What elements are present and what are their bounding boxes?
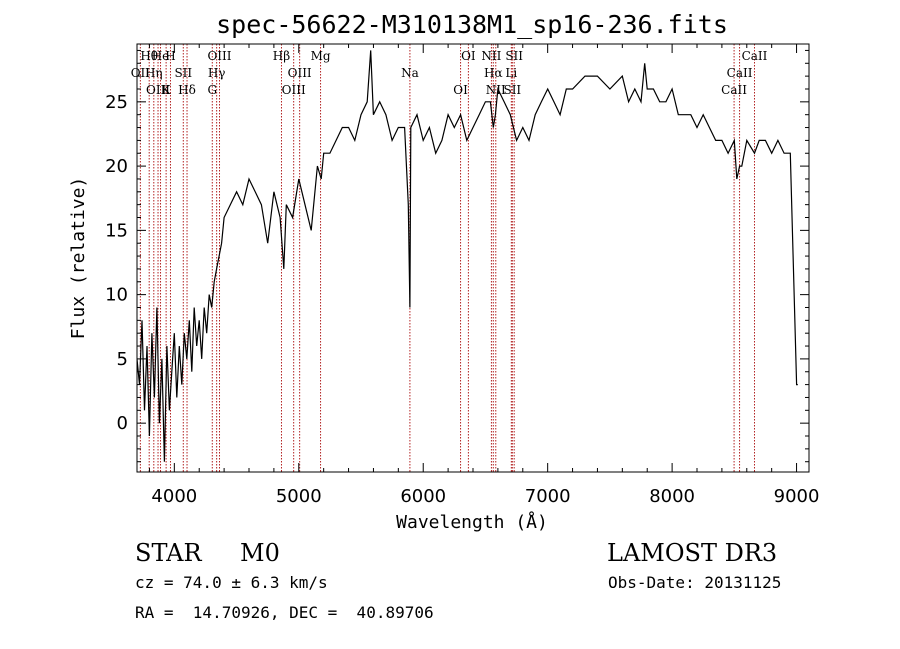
line-marker-label: CaII <box>721 83 747 97</box>
line-marker-label: SII <box>174 66 192 80</box>
line-marker-label: CaII <box>727 66 753 80</box>
y-tick-label: 15 <box>105 220 128 241</box>
line-marker-label: Mg <box>311 49 331 63</box>
y-tick-label: 5 <box>117 349 128 370</box>
line-marker-label: OIII <box>288 66 312 80</box>
y-axis-title: Flux (relative) <box>68 177 89 340</box>
line-marker-labels: Hθ OII OIII He Hη K H SII Hδ OIII Hγ G Hβ OIII OIII Mg N… <box>131 49 768 97</box>
line-marker-label: Hθ <box>140 49 158 63</box>
line-marker-label: Hβ <box>273 49 290 63</box>
line-marker-label: NII <box>486 83 506 97</box>
x-tick-label: 6000 <box>400 486 446 507</box>
x-tick-label: 7000 <box>525 486 571 507</box>
x-tick-label: 9000 <box>774 486 820 507</box>
line-marker-label: OIII <box>207 49 231 63</box>
y-tick-label: 10 <box>105 285 128 306</box>
line-marker-label: OIII <box>282 83 306 97</box>
y-tick-label: 25 <box>105 92 128 113</box>
line-marker-label: OI <box>453 83 468 97</box>
y-axis-ticks: 0 5 10 15 20 25 <box>105 49 809 463</box>
line-marker-label: NII <box>481 49 501 63</box>
line-marker-label: Na <box>401 66 419 80</box>
line-marker-label: K <box>162 83 172 97</box>
line-marker-label: Li <box>505 66 517 80</box>
line-marker-label: SII <box>503 83 521 97</box>
x-tick-label: 5000 <box>276 486 322 507</box>
y-tick-label: 20 <box>105 156 128 177</box>
line-marker-label: OII <box>131 66 151 80</box>
line-marker-label: H <box>165 49 175 63</box>
line-marker-label: OI <box>461 49 476 63</box>
line-marker-label: Hα <box>484 66 503 80</box>
line-marker-label: CaII <box>742 49 768 63</box>
line-marker-label: SII <box>505 49 523 63</box>
plot-frame <box>136 43 810 473</box>
line-marker-label: Hγ <box>208 66 226 80</box>
survey-name: LAMOST DR3 <box>607 539 778 567</box>
y-tick-label: 0 <box>117 413 128 434</box>
line-marker-label: Hη <box>145 66 163 80</box>
spectrum-series-line <box>137 50 798 462</box>
line-marker-label: Hδ <box>178 83 196 97</box>
object-subclass: M0 <box>240 539 280 567</box>
x-tick-label: 8000 <box>649 486 695 507</box>
x-axis-title: Wavelength (Å) <box>396 511 548 533</box>
object-type: STAR <box>135 539 202 567</box>
line-markers <box>139 44 755 472</box>
redshift-velocity: cz = 74.0 ± 6.3 km/s <box>135 573 328 592</box>
x-tick-label: 4000 <box>151 486 197 507</box>
coordinates: RA = 14.70926, DEC = 40.89706 <box>135 603 434 622</box>
x-axis-ticks: 4000 5000 6000 7000 8000 9000 <box>148 44 820 507</box>
chart-title: spec-56622-M310138M1_sp16-236.fits <box>216 10 728 39</box>
line-marker-label: G <box>207 83 217 97</box>
line-marker-label: OIII <box>146 83 170 97</box>
line-marker-label: He <box>152 49 170 63</box>
observation-date: Obs-Date: 20131125 <box>608 573 782 592</box>
